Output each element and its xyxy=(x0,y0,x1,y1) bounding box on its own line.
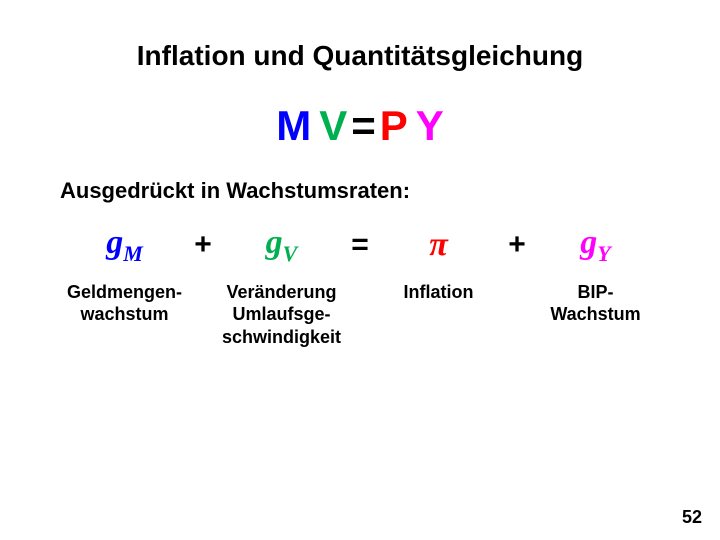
term-gV: gV xyxy=(217,224,346,267)
label-gY: BIP-Wachstum xyxy=(531,281,660,326)
term-gM: gM xyxy=(60,224,189,267)
op-plus-1: + xyxy=(189,228,217,262)
eq-Y: Y xyxy=(416,102,444,150)
gV-base: g xyxy=(266,224,283,261)
gM-base: g xyxy=(106,224,123,261)
slide: Inflation und Quantitätsgleichung M V = … xyxy=(0,0,720,540)
op-equals: = xyxy=(346,228,374,262)
label-gV: VeränderungUmlaufsge-schwindigkeit xyxy=(217,281,346,349)
gV-sub: V xyxy=(283,241,298,266)
gY-sub: Y xyxy=(597,241,610,266)
eq-P: P xyxy=(380,102,408,150)
gY-base: g xyxy=(580,224,597,261)
slide-title: Inflation und Quantitätsgleichung xyxy=(50,40,670,72)
page-number: 52 xyxy=(682,507,702,528)
label-gM: Geldmengen-wachstum xyxy=(60,281,189,326)
label-pi: Inflation xyxy=(374,281,503,304)
eq-M: M xyxy=(276,102,311,150)
term-pi: π xyxy=(374,226,503,264)
gM-sub: M xyxy=(123,241,143,266)
term-gY: gY xyxy=(531,224,660,267)
eq-V: V xyxy=(319,102,347,150)
eq-equals: = xyxy=(351,102,376,150)
op-plus-2: + xyxy=(503,228,531,262)
subtitle: Ausgedrückt in Wachstumsraten: xyxy=(60,178,670,204)
growth-equation: gM + gV = π + gY xyxy=(50,224,670,267)
labels-row: Geldmengen-wachstum VeränderungUmlaufsge… xyxy=(50,281,670,349)
main-equation: M V = P Y xyxy=(50,102,670,150)
